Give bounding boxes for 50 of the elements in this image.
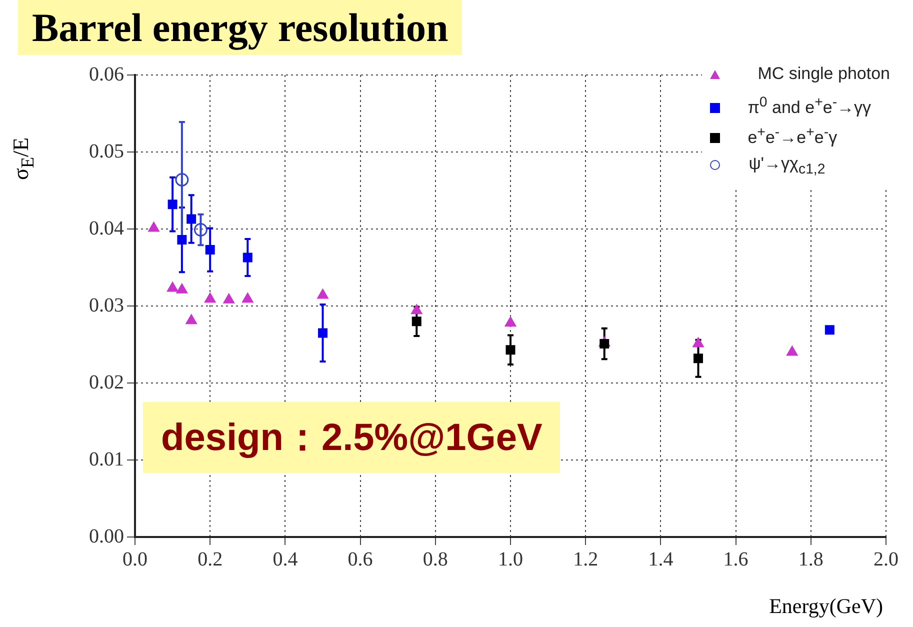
point xyxy=(204,292,216,303)
point xyxy=(824,325,834,335)
point xyxy=(694,354,703,364)
point xyxy=(168,200,178,210)
x-tick-label: 1.2 xyxy=(573,548,598,570)
y-tick-label: 0.00 xyxy=(89,525,124,548)
y-tick-label: 0.02 xyxy=(89,371,124,394)
point xyxy=(166,282,178,292)
x-tick-label: 1.4 xyxy=(648,548,674,570)
y-tick-label: 0.03 xyxy=(89,294,124,316)
point xyxy=(412,316,422,326)
point xyxy=(786,346,798,356)
point xyxy=(318,328,328,338)
x-axis-title: Energy(GeV) xyxy=(769,594,883,619)
chart-title: Barrel energy resolution xyxy=(18,0,462,55)
x-tick-label: 1.8 xyxy=(798,548,824,570)
point xyxy=(148,222,160,232)
x-tick-label: 0.8 xyxy=(422,548,448,570)
point xyxy=(186,214,196,224)
point xyxy=(223,293,235,304)
x-tick-label: 2.0 xyxy=(874,548,898,570)
x-tick-label: 1.0 xyxy=(498,548,523,570)
point xyxy=(186,314,198,324)
point xyxy=(506,345,516,355)
x-tick-label: 1.6 xyxy=(723,548,748,570)
point xyxy=(177,235,187,245)
point xyxy=(176,283,188,294)
point xyxy=(504,316,516,326)
text: e$^{+}$e$^{-}$→e$^{+}$e$^{-}$γ xyxy=(748,124,838,147)
x-tick-label: 0.0 xyxy=(122,548,148,570)
legend-label: MC single photon xyxy=(758,64,890,83)
point xyxy=(175,172,189,186)
x-tick-label: 0.2 xyxy=(198,548,223,570)
point xyxy=(242,292,254,303)
y-tick-label: 0.01 xyxy=(89,448,124,470)
legend-label: π$^{0}$ and e$^{+}$e$^{-}$→γγ xyxy=(748,94,872,117)
y-tick-label: 0.04 xyxy=(89,217,124,240)
point xyxy=(317,288,328,299)
point xyxy=(242,252,252,262)
point xyxy=(410,304,422,314)
x-tick-label: 0.6 xyxy=(348,548,373,570)
point xyxy=(600,338,610,348)
point xyxy=(692,337,704,348)
annotation: design：2.5%@1GeV xyxy=(143,402,560,473)
y-tick-label: 0.05 xyxy=(89,140,124,162)
point xyxy=(194,223,208,237)
x-tick-label: 0.4 xyxy=(272,548,298,570)
point xyxy=(205,245,215,255)
y-tick-label: 0.06 xyxy=(89,63,124,86)
legend-label: ψ'→γχ$_{c1,2}$ xyxy=(748,154,826,178)
